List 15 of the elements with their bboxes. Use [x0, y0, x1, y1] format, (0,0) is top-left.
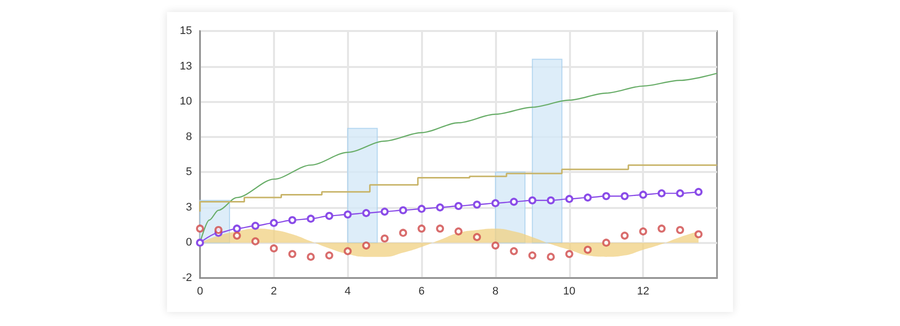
y-tick-label: 3 — [186, 201, 192, 214]
x-tick-label: 2 — [270, 286, 277, 298]
y-tick-label: 8 — [186, 130, 192, 143]
x-tick-label: 0 — [196, 286, 204, 298]
y-tick-label: 15 — [180, 25, 192, 37]
x-tick-label: 10 — [563, 286, 576, 298]
x-tick-label: 8 — [492, 286, 498, 298]
y-tick-label: 0 — [186, 236, 192, 249]
y-tick-label: 13 — [180, 60, 192, 72]
x-tick-label: 12 — [637, 286, 650, 298]
y-tick-label: 5 — [186, 166, 192, 178]
x-tick-label: 4 — [344, 286, 351, 298]
y-tick-label: -2 — [182, 272, 192, 284]
y-tick-label: 10 — [180, 96, 192, 108]
x-tick-label: 6 — [418, 286, 425, 298]
